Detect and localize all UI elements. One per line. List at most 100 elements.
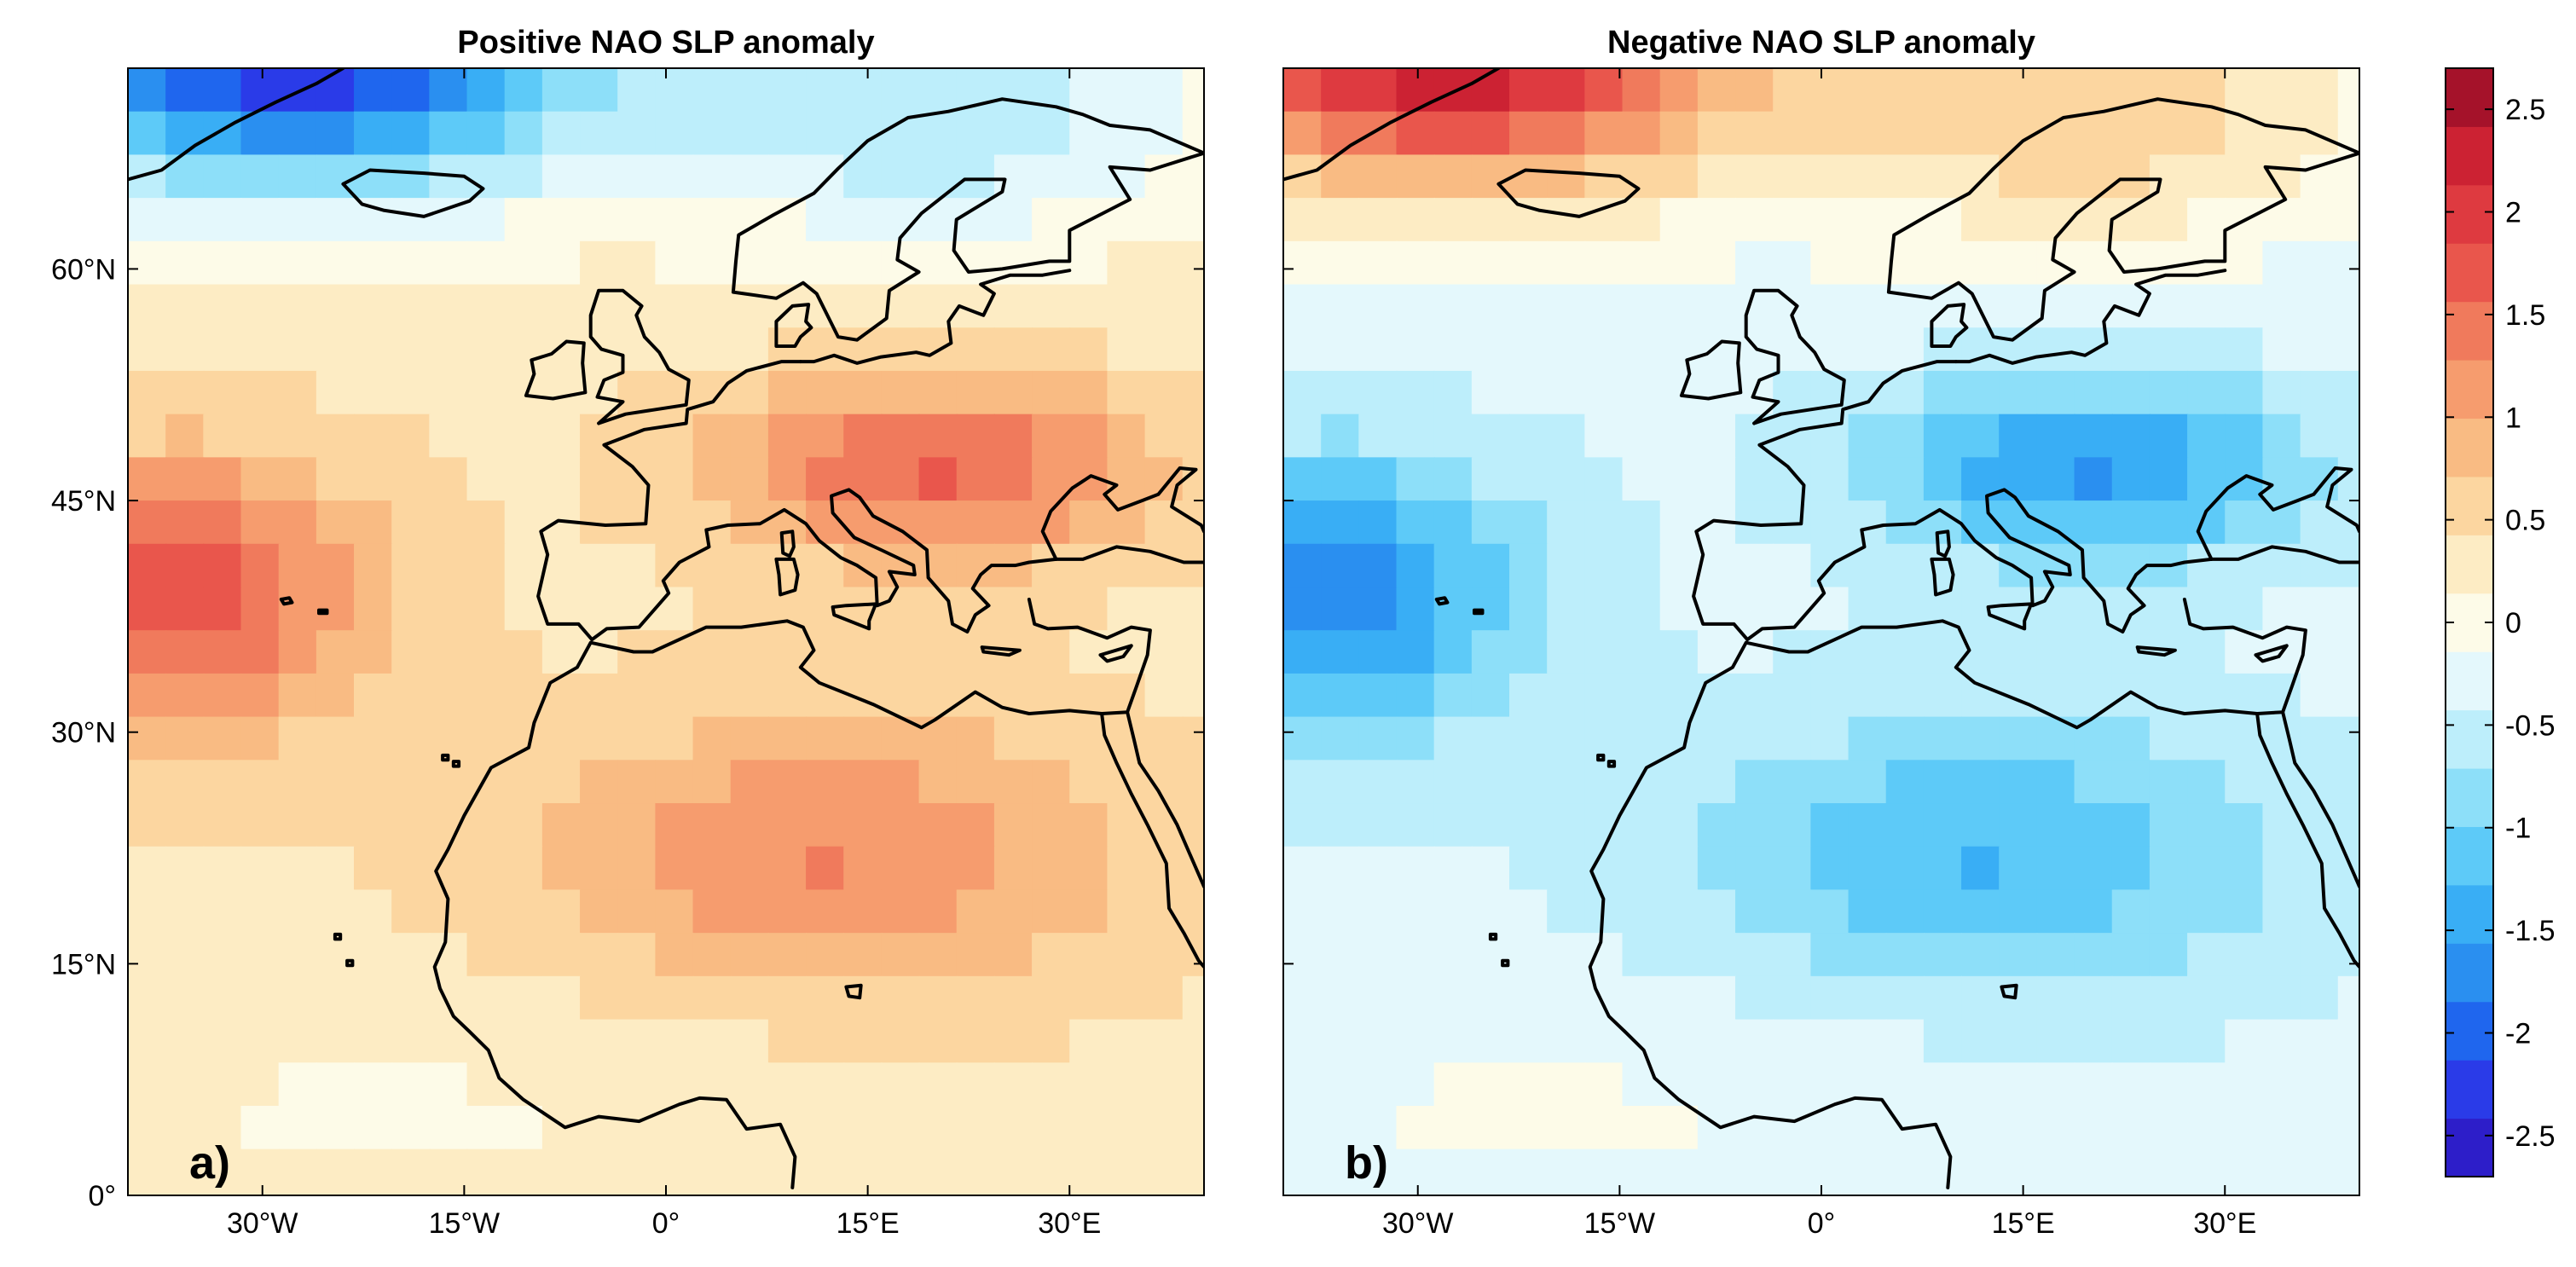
anomaly-cell xyxy=(767,760,808,805)
anomaly-cell xyxy=(881,587,920,632)
anomaly-cell xyxy=(806,414,845,459)
anomaly-cell xyxy=(1773,889,1812,934)
anomaly-cell xyxy=(203,716,242,761)
anomaly-cell xyxy=(767,154,808,200)
anomaly-cell xyxy=(655,284,694,329)
anomaly-cell xyxy=(1283,1105,1323,1150)
anomaly-cell xyxy=(240,327,280,372)
anomaly-cell xyxy=(2074,457,2113,502)
anomaly-cell xyxy=(504,760,543,805)
colorbar-band xyxy=(2446,68,2493,127)
anomaly-cell xyxy=(1999,500,2038,545)
anomaly-cell xyxy=(1144,1062,1184,1107)
anomaly-cell xyxy=(2187,414,2226,459)
anomaly-cell xyxy=(843,933,883,977)
anomaly-cell xyxy=(1961,889,2000,934)
anomaly-cell xyxy=(767,975,808,1021)
anomaly-cell xyxy=(2111,846,2151,891)
anomaly-cell xyxy=(730,630,769,674)
anomaly-cell xyxy=(1471,111,1511,156)
anomaly-cell xyxy=(1810,327,1850,372)
anomaly-cell xyxy=(1107,846,1146,891)
anomaly-cell xyxy=(429,1105,468,1150)
panel-b-coastlines xyxy=(1283,68,2359,1189)
anomaly-cell xyxy=(128,68,167,113)
anomaly-cell xyxy=(2337,803,2359,848)
anomaly-cell xyxy=(1810,68,1850,113)
anomaly-cell xyxy=(128,240,167,286)
anomaly-cell xyxy=(956,457,995,502)
anomaly-cell xyxy=(2111,1019,2151,1064)
anomaly-cell xyxy=(2262,1192,2301,1195)
anomaly-cell xyxy=(655,1235,693,1267)
lon-tick-label: 15°W xyxy=(429,1207,501,1240)
anomaly-cell xyxy=(956,198,995,242)
anomaly-cell xyxy=(956,370,995,415)
anomaly-cell xyxy=(315,975,356,1021)
anomaly-cell xyxy=(1144,846,1184,891)
anomaly-cell xyxy=(767,1019,808,1064)
anomaly-cell xyxy=(203,1019,242,1064)
colorbar-tick-label: 1.5 xyxy=(2505,299,2545,332)
anomaly-cell xyxy=(504,284,543,329)
anomaly-cell xyxy=(1509,673,1548,718)
anomaly-cell xyxy=(1773,1148,1812,1194)
anomaly-cell xyxy=(391,457,431,502)
coastline xyxy=(844,983,863,1000)
anomaly-cell xyxy=(1182,414,1204,459)
coastline xyxy=(774,557,800,597)
anomaly-cell xyxy=(354,500,393,545)
anomaly-cell xyxy=(2036,414,2075,459)
anomaly-cell xyxy=(655,500,694,545)
anomaly-cell xyxy=(504,327,543,372)
anomaly-cell xyxy=(1433,414,1473,459)
anomaly-cell xyxy=(2074,846,2113,891)
anomaly-cell xyxy=(1848,716,1887,761)
anomaly-cell xyxy=(993,846,1033,891)
anomaly-cell xyxy=(1471,673,1511,718)
anomaly-cell xyxy=(881,154,920,200)
anomaly-cell xyxy=(128,370,167,415)
anomaly-cell xyxy=(1622,1019,1661,1064)
anomaly-cell xyxy=(2225,500,2264,545)
anomaly-cell xyxy=(2187,1062,2226,1107)
anomaly-cell xyxy=(1547,1105,1586,1150)
panel-a-label: a) xyxy=(189,1137,230,1189)
anomaly-cell xyxy=(1773,1062,1812,1107)
anomaly-cell xyxy=(1773,154,1812,200)
anomaly-cell xyxy=(466,673,506,718)
anomaly-cell xyxy=(1396,457,1435,502)
anomaly-cell xyxy=(1434,1235,1473,1267)
anomaly-cell xyxy=(692,716,732,761)
anomaly-cell xyxy=(2111,327,2151,372)
anomaly-cell xyxy=(1509,803,1548,848)
anomaly-cell xyxy=(1182,543,1204,588)
lon-tick-label: 0° xyxy=(1808,1207,1836,1240)
anomaly-cell xyxy=(956,1192,995,1195)
anomaly-cell xyxy=(429,1148,468,1194)
anomaly-cell xyxy=(1471,284,1511,329)
anomaly-cell xyxy=(1547,154,1586,200)
anomaly-cell xyxy=(2036,630,2075,674)
anomaly-cell xyxy=(2262,240,2301,286)
anomaly-cell xyxy=(2036,1235,2075,1267)
anomaly-cell xyxy=(1283,543,1323,588)
anomaly-cell xyxy=(580,1105,619,1150)
anomaly-cell xyxy=(993,1019,1033,1064)
anomaly-cell xyxy=(1471,889,1511,934)
anomaly-cell xyxy=(1547,68,1586,113)
coastline xyxy=(2135,645,2177,657)
anomaly-cell xyxy=(1182,846,1204,891)
anomaly-cell xyxy=(504,933,543,977)
anomaly-cell xyxy=(730,1192,769,1195)
anomaly-cell xyxy=(2036,1019,2075,1064)
anomaly-cell xyxy=(165,716,205,761)
anomaly-cell xyxy=(504,803,543,848)
anomaly-cell xyxy=(731,1235,769,1267)
anomaly-cell xyxy=(1735,240,1774,286)
anomaly-cell xyxy=(466,111,506,156)
anomaly-cell xyxy=(1810,933,1850,977)
anomaly-cell xyxy=(541,975,582,1021)
anomaly-cell xyxy=(881,1192,920,1195)
anomaly-cell xyxy=(1961,716,2000,761)
